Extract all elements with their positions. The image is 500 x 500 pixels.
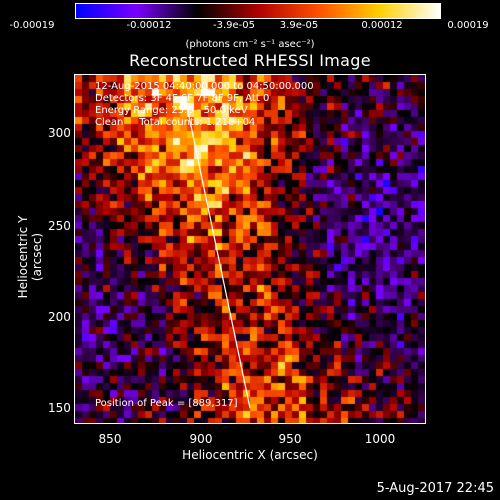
annotation-time-range: 12-Aug-2015 04:40:00.000 to 04:50:00.000: [95, 81, 314, 92]
x-tick-label: 850: [98, 432, 122, 446]
colorbar: [75, 3, 441, 19]
x-tick-label: 900: [189, 432, 213, 446]
rhessi-heatmap: [75, 75, 425, 423]
colorbar-tick: 0.00019: [447, 20, 489, 31]
colorbar-tick-labels: -0.00019 -0.00012 -3.9e-05 3.9e-05 0.000…: [0, 0, 500, 40]
y-tick-label: 300: [48, 126, 71, 140]
annotation-total-counts: Clean Total counts: 1.21e+04: [95, 117, 256, 128]
solar-limb-line: [186, 108, 251, 409]
x-tick-label: 950: [278, 432, 302, 446]
colorbar-tick: 0.00012: [361, 20, 403, 31]
colorbar-tick: -0.00012: [126, 20, 172, 31]
y-axis-label: Heliocentric Y (arcsec): [16, 215, 44, 299]
limb-line-overlay: [186, 108, 251, 409]
image-plot-area: 12-Aug-2015 04:40:00.000 to 04:50:00.000…: [74, 74, 426, 424]
colorbar-units: (photons cm⁻² s⁻¹ asec⁻²): [185, 39, 315, 50]
annotation-peak-position: Position of Peak = [889,317]: [95, 398, 238, 409]
x-tick-label: 1000: [364, 432, 396, 446]
x-axis-label: Heliocentric X (arcsec): [182, 448, 318, 462]
annotation-energy-range: Energy Range: 25.0 - 50.0 keV: [95, 105, 248, 116]
colorbar-tick: -0.00019: [9, 20, 55, 31]
y-tick-label: 250: [48, 219, 71, 233]
y-tick-label: 200: [48, 310, 71, 324]
plot-datestamp: 5-Aug-2017 22:45: [376, 481, 494, 496]
y-tick-label: 150: [48, 401, 71, 415]
colorbar-tick: -3.9e-05: [213, 20, 255, 31]
colorbar-tick: 3.9e-05: [279, 20, 319, 31]
image-title: Reconstructed RHESSI Image: [129, 51, 371, 70]
annotation-detectors: Detectors: 3F 4F 6F 7F 8F 9F, Att 0: [95, 93, 270, 104]
